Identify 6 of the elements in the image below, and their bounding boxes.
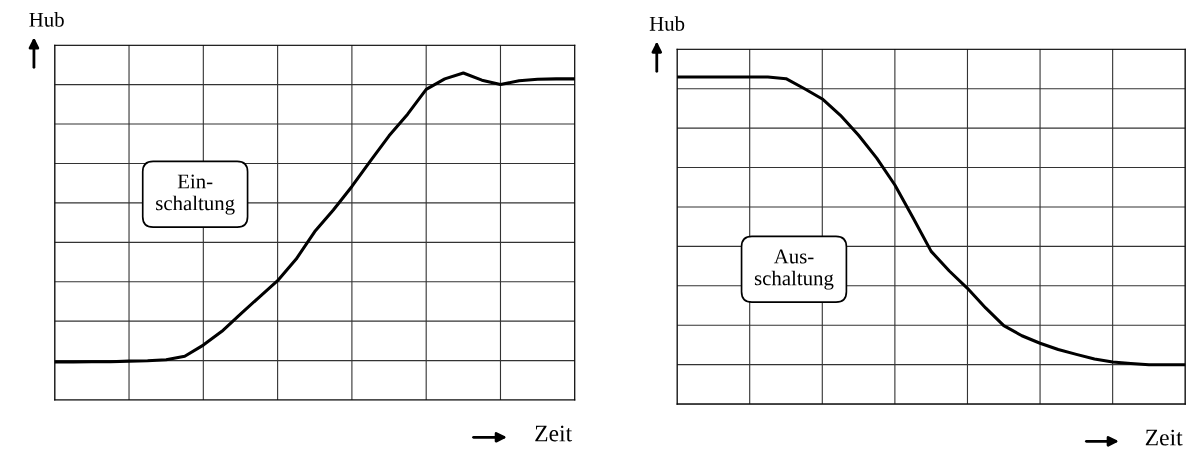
annotation: Ein- schaltung xyxy=(156,174,235,215)
annotation: Aus- schaltung xyxy=(754,249,834,290)
y-axis-title: Hub xyxy=(29,12,64,27)
x-axis-title: Zeit xyxy=(1145,429,1183,446)
y-axis-title: Hub xyxy=(649,16,685,31)
x-axis-title: Zeit xyxy=(535,425,573,442)
